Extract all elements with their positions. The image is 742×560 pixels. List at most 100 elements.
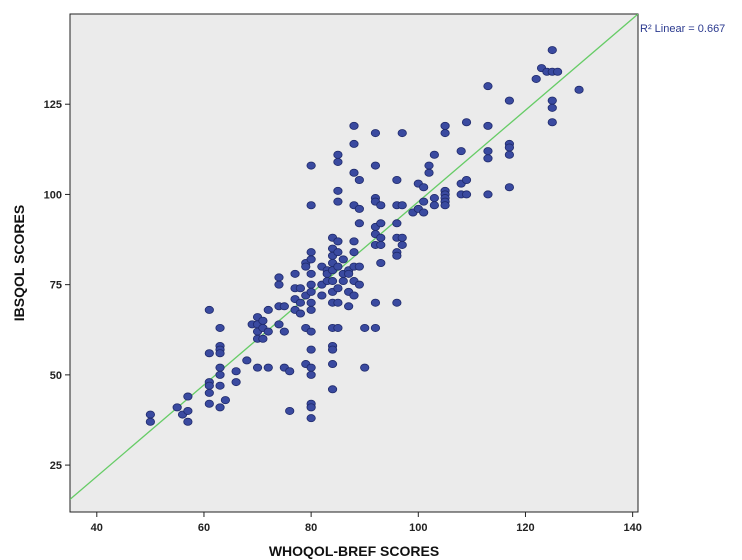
y-axis: 25 50 75 100 125 — [44, 14, 71, 512]
data-point — [392, 175, 402, 184]
data-point — [397, 201, 407, 210]
data-point — [429, 201, 439, 210]
y-tick-label: 75 — [50, 280, 62, 292]
data-point — [419, 208, 429, 217]
y-tick-label: 100 — [44, 189, 62, 201]
data-point — [370, 323, 381, 332]
data-point — [333, 323, 343, 332]
data-point — [504, 150, 514, 159]
x-tick-label: 140 — [623, 522, 641, 534]
data-point — [333, 157, 343, 166]
data-point — [392, 219, 402, 228]
x-tick-label: 120 — [516, 522, 534, 534]
data-point — [183, 392, 193, 401]
data-point — [295, 309, 306, 318]
data-point — [172, 403, 182, 412]
data-point — [295, 298, 306, 307]
data-point — [504, 96, 514, 105]
data-point — [461, 175, 472, 184]
data-point — [306, 280, 316, 289]
y-ticks: 25 50 75 100 125 — [44, 99, 70, 472]
data-point — [429, 194, 439, 203]
data-point — [317, 291, 327, 300]
data-point — [483, 190, 493, 199]
data-point — [392, 251, 402, 260]
data-point — [483, 147, 493, 156]
x-tick-label: 60 — [198, 522, 210, 534]
data-point — [370, 161, 381, 170]
data-point — [397, 233, 407, 242]
data-point — [354, 204, 364, 213]
data-point — [376, 201, 386, 210]
data-point — [338, 255, 348, 264]
data-point — [424, 161, 434, 170]
data-point — [461, 118, 472, 127]
data-point — [327, 360, 338, 369]
data-point — [306, 370, 316, 379]
data-point — [252, 363, 263, 372]
data-point — [333, 186, 343, 195]
x-ticks: 40 60 80 100 120 140 — [91, 512, 642, 534]
data-point — [290, 269, 300, 278]
data-point — [344, 269, 354, 278]
data-point — [327, 385, 338, 394]
data-point — [306, 363, 316, 372]
data-point — [574, 85, 584, 94]
data-point — [440, 129, 450, 138]
data-point — [354, 219, 364, 228]
data-point — [258, 316, 268, 325]
data-point — [279, 327, 289, 336]
data-point — [183, 406, 193, 415]
data-point — [215, 381, 225, 390]
data-point — [306, 327, 316, 336]
data-point — [360, 323, 370, 332]
data-point — [461, 190, 472, 199]
data-point — [483, 121, 493, 130]
x-axis-title: WHOQOL-BREF SCORES — [269, 543, 439, 559]
data-point — [333, 262, 343, 271]
data-point — [215, 323, 225, 332]
data-point — [285, 406, 295, 415]
data-point — [376, 258, 386, 267]
data-point — [274, 273, 284, 282]
data-point — [483, 154, 493, 163]
data-point — [215, 349, 225, 358]
y-axis-title: IBSQOL SCORES — [11, 205, 27, 321]
data-point — [306, 298, 316, 307]
data-point — [183, 417, 193, 426]
data-point — [231, 367, 241, 376]
data-point — [204, 349, 214, 358]
data-point — [333, 197, 343, 206]
data-point — [204, 305, 214, 314]
data-point — [333, 298, 343, 307]
data-point — [547, 46, 557, 55]
data-point — [333, 284, 343, 293]
x-axis: 40 60 80 100 120 140 — [70, 511, 642, 534]
data-point — [456, 147, 466, 156]
data-point — [440, 121, 450, 130]
data-point — [504, 143, 514, 152]
data-point — [263, 363, 273, 372]
data-point — [349, 139, 359, 148]
data-point — [306, 403, 316, 412]
data-point — [279, 302, 289, 311]
data-point — [349, 168, 359, 177]
data-point — [354, 280, 364, 289]
data-point — [349, 291, 359, 300]
data-point — [349, 237, 359, 246]
data-point — [547, 96, 557, 105]
data-point — [306, 287, 316, 296]
data-point — [483, 82, 493, 91]
data-point — [370, 129, 381, 138]
data-point — [333, 248, 343, 257]
data-point — [419, 183, 429, 192]
data-point — [327, 345, 338, 354]
data-point — [215, 403, 225, 412]
data-point — [306, 161, 316, 170]
data-point — [397, 240, 407, 249]
data-point — [263, 305, 273, 314]
x-tick-label: 100 — [409, 522, 427, 534]
data-point — [145, 417, 155, 426]
data-point — [274, 320, 284, 329]
